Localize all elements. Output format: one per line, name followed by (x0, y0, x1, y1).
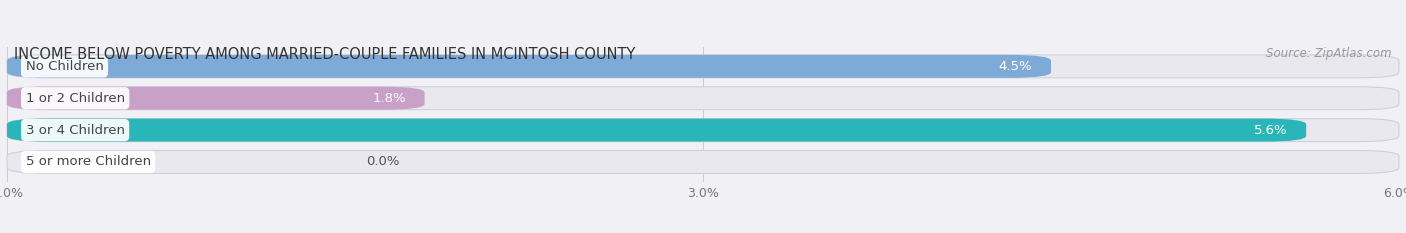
Text: 5.6%: 5.6% (1254, 123, 1288, 137)
FancyBboxPatch shape (7, 119, 1306, 142)
FancyBboxPatch shape (7, 55, 1050, 78)
FancyBboxPatch shape (7, 55, 1399, 78)
Text: 4.5%: 4.5% (998, 60, 1032, 73)
FancyBboxPatch shape (7, 87, 1399, 110)
Text: 5 or more Children: 5 or more Children (25, 155, 150, 168)
Text: 0.0%: 0.0% (367, 155, 401, 168)
FancyBboxPatch shape (7, 119, 1399, 142)
Text: 1 or 2 Children: 1 or 2 Children (25, 92, 125, 105)
Text: Source: ZipAtlas.com: Source: ZipAtlas.com (1267, 47, 1392, 60)
Text: 1.8%: 1.8% (373, 92, 406, 105)
FancyBboxPatch shape (7, 151, 1399, 173)
Text: No Children: No Children (25, 60, 104, 73)
Text: 3 or 4 Children: 3 or 4 Children (25, 123, 125, 137)
FancyBboxPatch shape (7, 87, 425, 110)
Text: INCOME BELOW POVERTY AMONG MARRIED-COUPLE FAMILIES IN MCINTOSH COUNTY: INCOME BELOW POVERTY AMONG MARRIED-COUPL… (14, 47, 636, 62)
